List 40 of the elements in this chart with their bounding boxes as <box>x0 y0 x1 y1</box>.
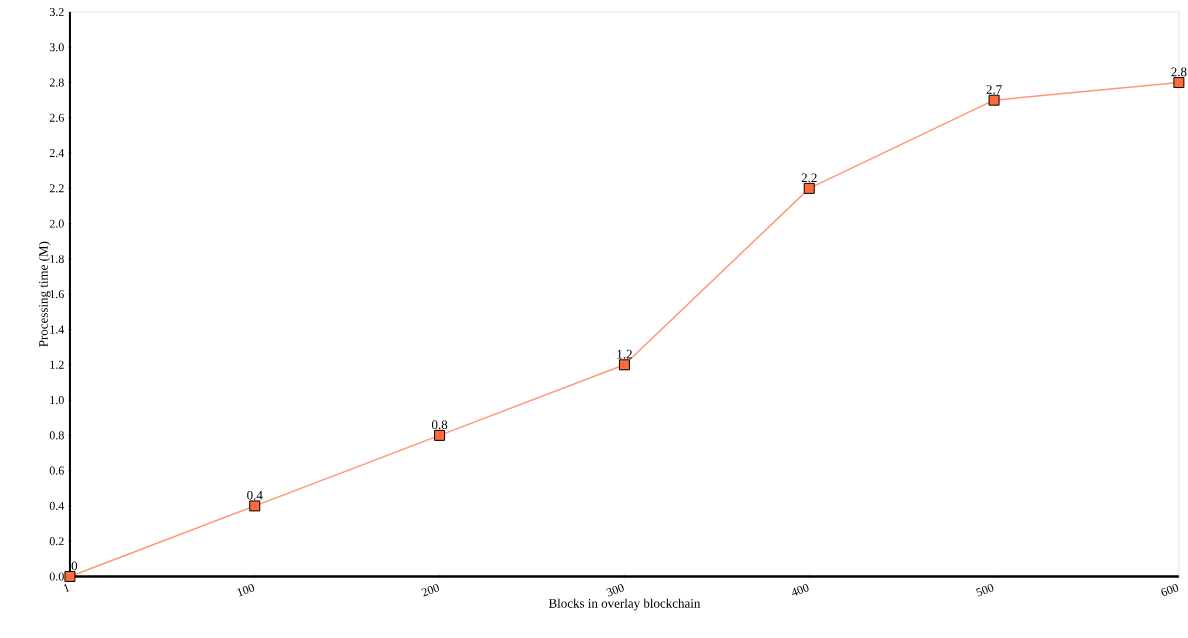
y-tick-label: 3.2 <box>49 7 64 16</box>
y-tick-label: 1.8 <box>50 254 64 263</box>
y-tick-label: 2.4 <box>49 148 65 157</box>
y-axis-title: Processing time (M) <box>38 241 51 347</box>
x-tick-label: 400 <box>792 583 809 596</box>
y-tick-label: 0.4 <box>49 501 65 510</box>
data-label: 1.2 <box>617 349 632 359</box>
data-label: 0 <box>71 561 78 571</box>
y-tick-label: 1.6 <box>50 289 64 299</box>
x-tick-label: 300 <box>606 583 624 597</box>
y-tick-label: 1.0 <box>50 395 64 404</box>
point <box>618 359 630 371</box>
y-tick-label: 2.2 <box>49 184 64 193</box>
y-tick-label: 0.6 <box>49 466 64 475</box>
point <box>803 182 815 194</box>
x-tick-label: 100 <box>237 583 255 597</box>
y-tick-label: 3.0 <box>49 42 64 52</box>
x-axis-title: Blocks in overlay blockchain <box>548 598 701 611</box>
y-tick-label: 2.8 <box>49 78 64 87</box>
y-tick-label: 0.8 <box>49 431 64 440</box>
x-tick-label: 500 <box>976 583 994 597</box>
point <box>249 500 261 512</box>
y-tick-label: 2.6 <box>49 113 64 122</box>
point <box>434 429 446 441</box>
point <box>64 570 76 582</box>
point <box>988 94 1000 106</box>
y-tick-label: 0.0 <box>49 572 64 581</box>
y-tick-label: 2.0 <box>49 219 64 228</box>
x-tick-label: 1 <box>63 583 70 593</box>
y-tick-label: 1.4 <box>50 325 65 334</box>
data-label: 2.8 <box>1171 67 1187 77</box>
x-tick-label: 600 <box>1161 583 1179 596</box>
x-tick-label: 200 <box>421 583 439 597</box>
data-label: 0.4 <box>247 490 263 500</box>
data-label: 2.2 <box>801 173 817 182</box>
y-tick-label: 0.2 <box>49 536 64 546</box>
y-tick-label: 1.2 <box>50 360 64 369</box>
data-label: 2.7 <box>986 85 1002 94</box>
data-label: 0.8 <box>431 420 448 429</box>
point <box>1173 76 1185 88</box>
